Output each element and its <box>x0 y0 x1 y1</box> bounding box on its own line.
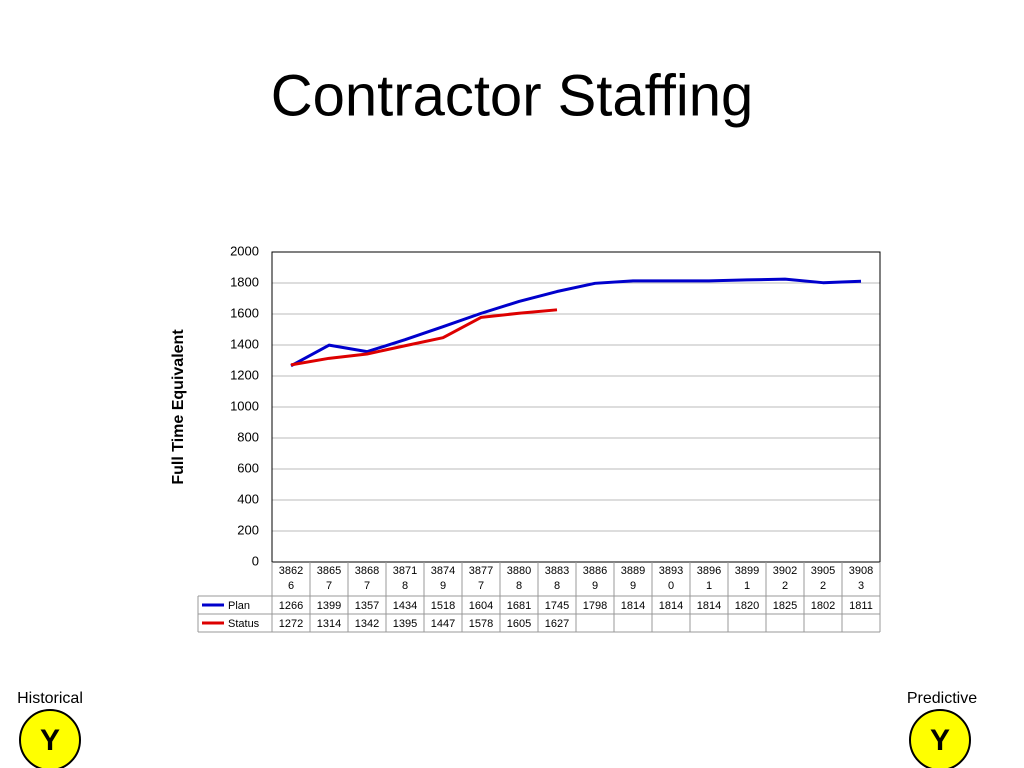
y-axis-label: Full Time Equivalent <box>170 329 187 485</box>
table-value: 1342 <box>355 618 379 630</box>
x-tick-label: 38930 <box>658 565 684 592</box>
y-tick-label: 1800 <box>230 274 259 289</box>
x-tick-label: 38749 <box>430 565 456 592</box>
table-value: 1798 <box>583 600 607 612</box>
x-tick-label: 38808 <box>506 565 532 592</box>
x-tick-label: 38657 <box>316 565 342 592</box>
x-tick-label: 39083 <box>848 565 874 592</box>
y-tick-label: 800 <box>237 429 259 444</box>
table-value: 1395 <box>393 618 417 630</box>
table-value: 1447 <box>431 618 455 630</box>
table-value: 1266 <box>279 600 303 612</box>
y-tick-label: 0 <box>252 553 259 568</box>
badge <box>19 709 81 768</box>
x-tick-label: 38899 <box>620 565 646 592</box>
table-value: 1681 <box>507 600 531 612</box>
table-value: 1820 <box>735 600 759 612</box>
chart-title: Contractor Staffing <box>271 63 754 128</box>
table-value: 1605 <box>507 618 531 630</box>
historical-label: Historical <box>17 690 83 707</box>
badge-text: Y <box>930 724 950 757</box>
table-value: 1604 <box>469 600 493 612</box>
table-value: 1518 <box>431 600 455 612</box>
y-tick-label: 1400 <box>230 336 259 351</box>
x-tick-label: 38777 <box>468 565 494 592</box>
table-value: 1811 <box>849 600 873 612</box>
x-tick-label: 38626 <box>278 565 304 592</box>
series-line <box>290 277 862 368</box>
table-value: 1578 <box>469 618 493 630</box>
y-tick-label: 2000 <box>230 243 259 258</box>
x-tick-label: 38869 <box>582 565 608 592</box>
y-tick-label: 400 <box>237 491 259 506</box>
table-value: 1399 <box>317 600 341 612</box>
y-tick-label: 1600 <box>230 305 259 320</box>
y-tick-label: 1200 <box>230 367 259 382</box>
x-tick-label: 38718 <box>392 565 418 592</box>
table-value: 1434 <box>393 600 417 612</box>
table-value: 1814 <box>697 600 721 612</box>
badge <box>909 709 971 768</box>
x-tick-label: 38687 <box>354 565 380 592</box>
table-value: 1825 <box>773 600 797 612</box>
table-value: 1314 <box>317 618 341 630</box>
x-tick-label: 38991 <box>734 565 760 592</box>
legend-label: Plan <box>228 600 250 612</box>
badge-text: Y <box>40 724 60 757</box>
table-value: 1272 <box>279 618 303 630</box>
table-value: 1627 <box>545 618 569 630</box>
x-tick-label: 38961 <box>696 565 722 592</box>
predictive-label: Predictive <box>907 690 977 707</box>
table-value: 1814 <box>621 600 645 612</box>
series-line <box>290 308 558 367</box>
x-tick-label: 39052 <box>810 565 836 592</box>
table-value: 1802 <box>811 600 835 612</box>
legend-label: Status <box>228 618 260 630</box>
table-value: 1814 <box>659 600 683 612</box>
table-value: 1745 <box>545 600 569 612</box>
x-tick-label: 38838 <box>544 565 570 592</box>
y-tick-label: 600 <box>237 460 259 475</box>
y-tick-label: 1000 <box>230 398 259 413</box>
table-value: 1357 <box>355 600 379 612</box>
x-tick-label: 39022 <box>772 565 798 592</box>
y-tick-label: 200 <box>237 522 259 537</box>
